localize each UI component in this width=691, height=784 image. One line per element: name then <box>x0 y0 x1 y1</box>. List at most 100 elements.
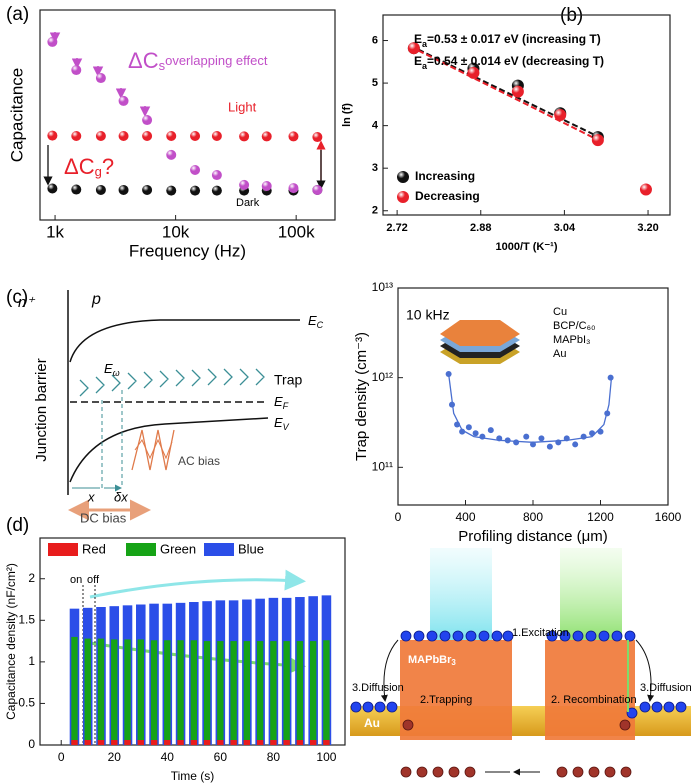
x-tick-label: 2.88 <box>470 222 491 234</box>
data-point <box>288 131 299 142</box>
x-tick-label: 400 <box>455 510 475 524</box>
device-stack <box>440 320 520 364</box>
bar <box>137 740 144 745</box>
legend-marker <box>397 171 409 183</box>
band-label-sub: C <box>317 320 324 330</box>
data-point <box>47 130 58 141</box>
data-point <box>472 430 479 437</box>
band-label: AC bias <box>178 454 220 468</box>
data-point <box>511 85 524 98</box>
bar <box>230 641 237 745</box>
bar <box>177 740 184 745</box>
data-point <box>190 165 201 176</box>
data-point <box>118 131 129 141</box>
plot-frame <box>382 14 671 216</box>
data-point <box>211 185 222 196</box>
legend-label: Blue <box>238 541 264 556</box>
bar <box>296 740 304 745</box>
data-point <box>597 428 604 435</box>
data-point <box>607 374 614 381</box>
x-tick-label: 2.72 <box>386 222 407 234</box>
annotation-sub: a <box>422 39 428 49</box>
band-diagram <box>67 290 300 521</box>
x-axis-label: Profiling distance (μm) <box>458 528 608 545</box>
y-tick-label: 1 <box>28 654 35 668</box>
x-tick-label: 10k <box>162 222 190 241</box>
panel-label: (a) <box>6 4 29 25</box>
data-point <box>47 183 58 194</box>
bar <box>124 639 131 745</box>
y-axis-label: Trap density (cm⁻³) <box>353 332 370 461</box>
x-tick-label: 3.20 <box>637 222 658 234</box>
annotation-sub: a <box>422 61 428 71</box>
bar <box>230 740 237 745</box>
annotation-part: E <box>414 54 422 68</box>
bar <box>137 639 144 745</box>
data-point <box>71 65 82 76</box>
x-tick-label: 0 <box>395 510 402 524</box>
data-point <box>71 131 82 141</box>
band-label: EC <box>308 313 324 330</box>
x-tick-label: 20 <box>108 750 122 764</box>
data-point <box>572 441 579 448</box>
bar <box>190 640 198 745</box>
bar <box>124 740 131 745</box>
mechanism-label: 3.Diffusion <box>640 682 691 694</box>
data-point <box>407 42 420 55</box>
data-point <box>190 185 201 196</box>
bar <box>256 641 264 745</box>
bar <box>84 740 91 745</box>
data-point <box>487 427 494 434</box>
y-tick-label: 2 <box>372 205 378 217</box>
data-point <box>95 73 106 84</box>
x-tick-label: 80 <box>267 750 281 764</box>
data-point <box>465 424 472 431</box>
band-label: δx <box>114 489 128 504</box>
y-tick-label: 0.5 <box>18 696 35 710</box>
legend-swatch <box>126 543 156 556</box>
data-point <box>513 439 520 446</box>
band-label: EF <box>274 394 289 411</box>
data-point <box>546 443 553 450</box>
data-point <box>166 149 177 160</box>
data-point <box>47 36 58 47</box>
band-label-main: E <box>104 361 113 376</box>
fit-line <box>409 44 599 138</box>
y-tick-label: 5 <box>372 77 378 89</box>
data-point <box>589 430 596 437</box>
mechanism-label: 1.Excitation <box>512 627 569 639</box>
mechanism-label: 3.Diffusion <box>352 682 404 694</box>
data-point <box>580 433 587 440</box>
bar <box>190 740 198 745</box>
bar <box>283 740 290 745</box>
annotation-part: ΔC <box>64 154 95 179</box>
data-point <box>496 435 503 442</box>
data-point <box>459 428 466 435</box>
bar <box>71 636 78 745</box>
legend-label: Increasing <box>415 169 475 183</box>
bar <box>270 740 277 745</box>
data-point <box>530 441 536 448</box>
bar <box>256 740 264 745</box>
stack-label: BCP/C₆₀ <box>553 320 596 332</box>
band-label: p <box>91 291 101 308</box>
annotation-part: overlapping effect <box>165 53 268 68</box>
bar <box>84 638 91 745</box>
annotation-part: E <box>414 32 422 46</box>
annotation: ΔCsoverlapping effect <box>128 48 268 74</box>
annotation: on <box>70 574 82 586</box>
x-tick-label: 1600 <box>655 510 682 524</box>
mechanism-diagram <box>350 548 691 777</box>
bar <box>243 641 251 745</box>
bar <box>270 641 277 745</box>
x-tick-label: 60 <box>214 750 228 764</box>
bar <box>164 740 171 745</box>
x-tick-label: 40 <box>161 750 175 764</box>
bar <box>217 740 224 745</box>
data-point <box>261 131 272 142</box>
annotation-sub: g <box>95 164 102 179</box>
bar <box>309 740 317 745</box>
bar <box>309 641 317 745</box>
x-tick-label: 100 <box>316 750 336 764</box>
mechanism-label-main: MAPbBr <box>408 654 452 666</box>
